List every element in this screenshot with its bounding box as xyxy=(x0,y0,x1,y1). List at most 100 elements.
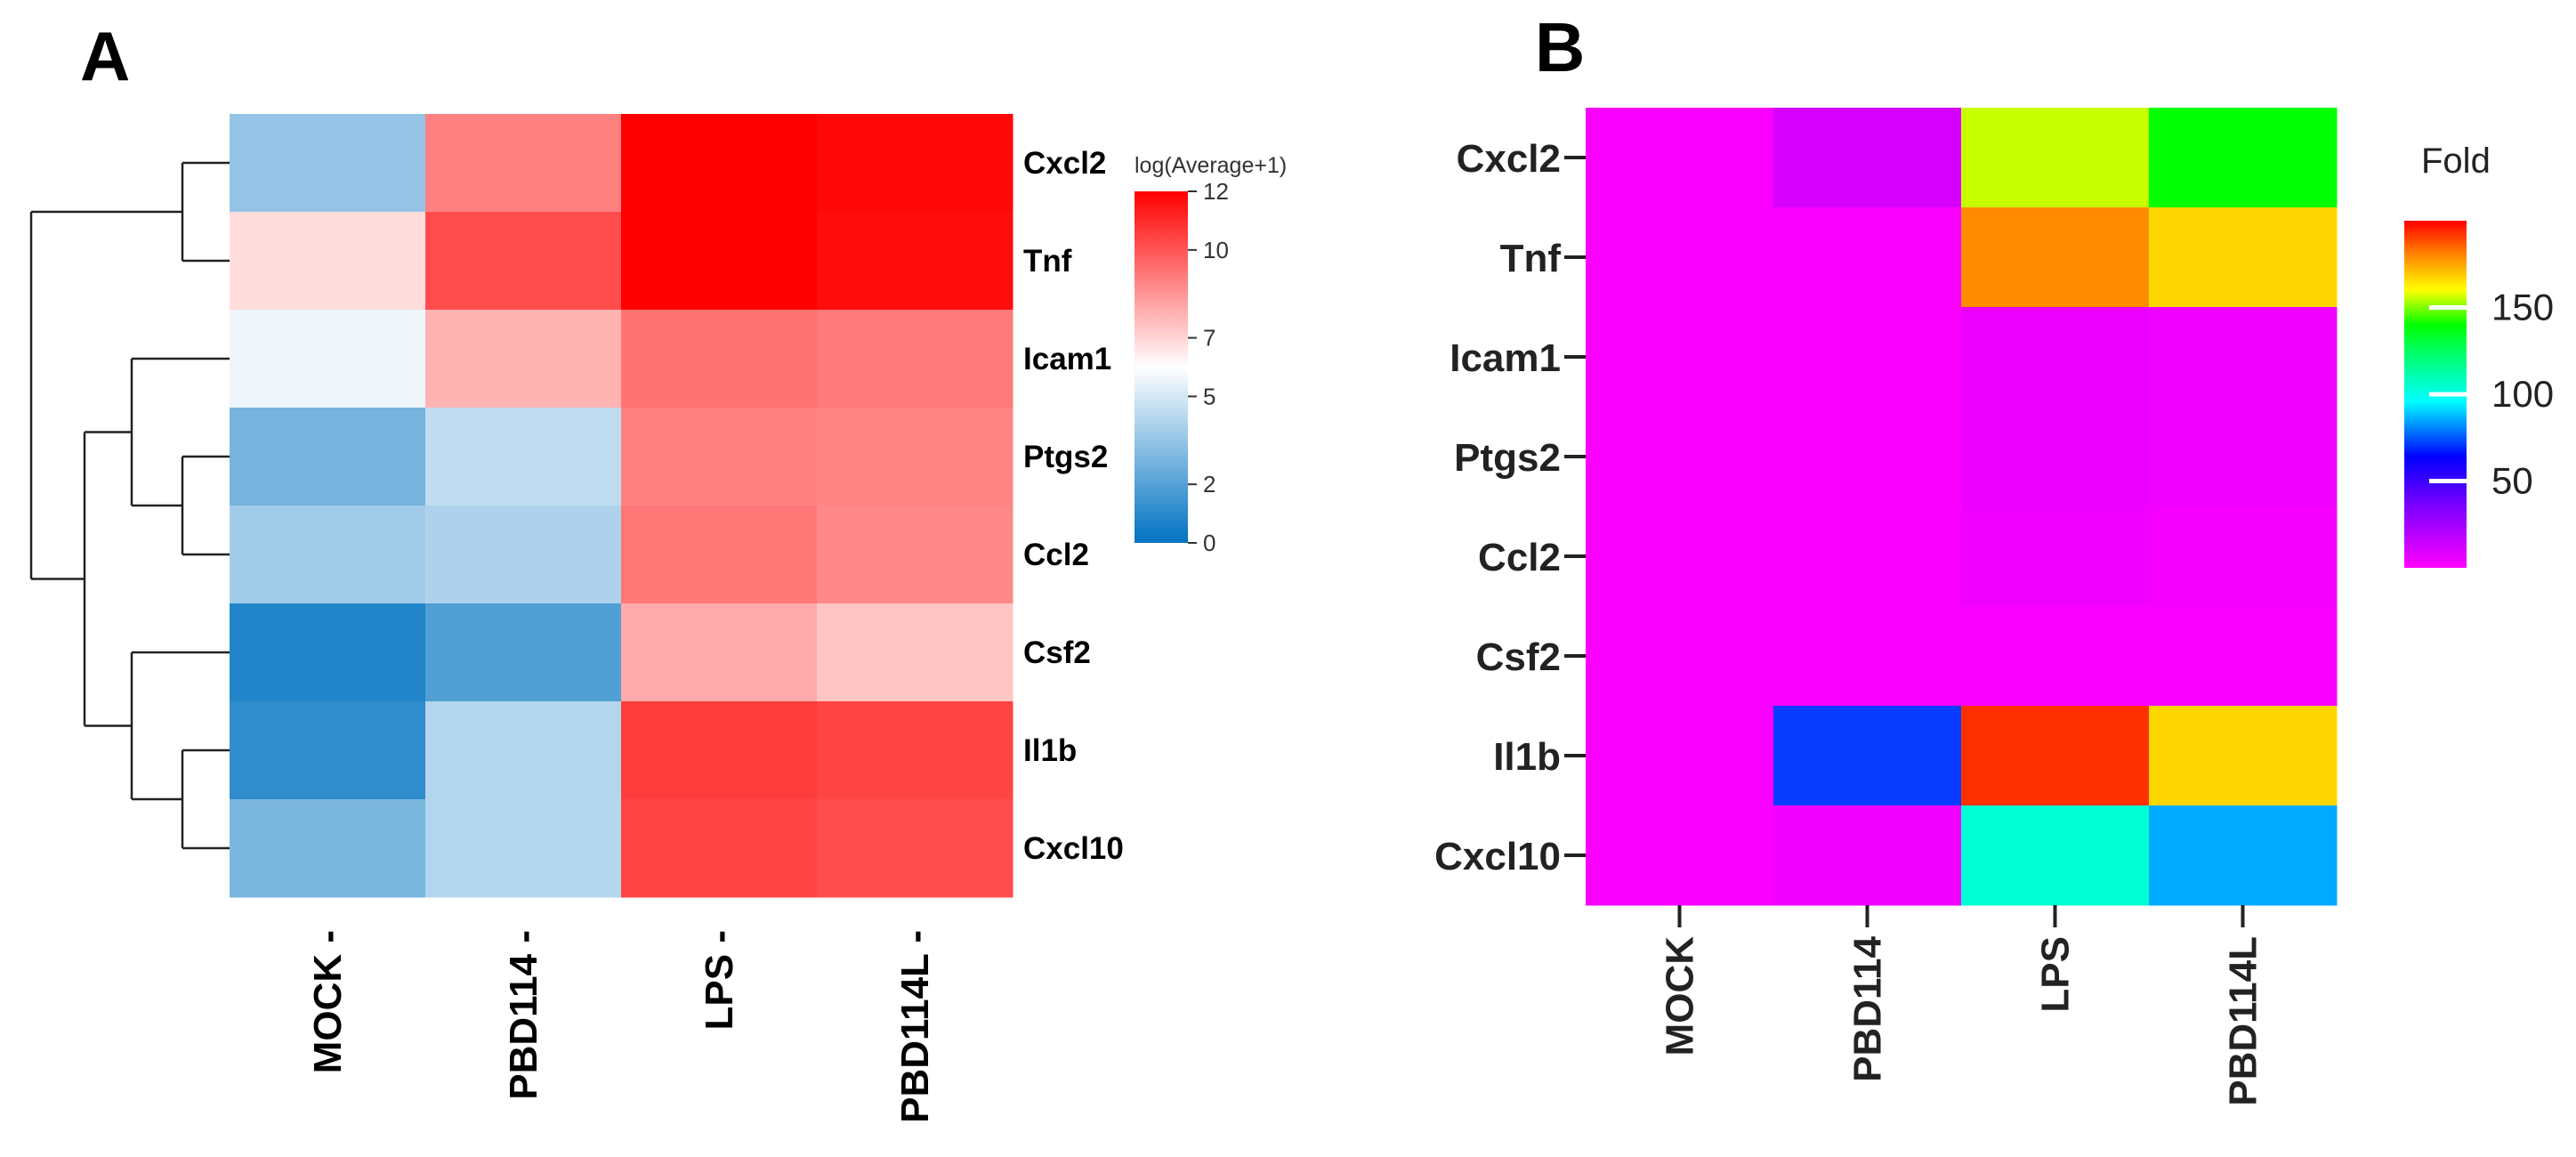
heatmap-b-cell-ptgs2-pbd114 xyxy=(1773,407,1962,507)
heatmap-a-cell-icam1-mock xyxy=(230,310,426,409)
heatmap-a-cell-il1b-lps xyxy=(621,701,818,800)
gene-label-b-il1b: Il1b xyxy=(1493,735,1561,779)
heatmap-b-cell-ccl2-lps xyxy=(1961,506,2150,607)
heatmap-a-cell-ptgs2-pbd114 xyxy=(425,408,622,506)
heatmap-b-cell-ccl2-mock xyxy=(1586,506,1774,607)
gene-label-a-ccl2: Ccl2 xyxy=(1023,538,1089,572)
heatmap-b-cell-ccl2-pbd114l xyxy=(2149,506,2338,607)
heatmap-a-cell-ccl2-pbd114 xyxy=(425,506,622,604)
heatmap-b-cell-cxcl10-lps xyxy=(1961,805,2150,906)
gene-label-a-icam1: Icam1 xyxy=(1023,342,1111,376)
gene-label-b-tnf: Tnf xyxy=(1500,237,1562,280)
heatmap-a-cell-icam1-lps xyxy=(621,310,818,409)
legend-a-ticks: 12 10 7 5 2 0 xyxy=(1188,178,1229,556)
heatmap-a-cell-cxcl10-mock xyxy=(230,799,426,898)
heatmap-a-cell-cxcl10-pbd114l xyxy=(817,799,1013,898)
heatmap-a-cell-il1b-pbd114l xyxy=(817,701,1013,800)
heatmap-b-cell-ptgs2-mock xyxy=(1586,407,1774,507)
legend-b-tick-label: 50 xyxy=(2491,460,2533,502)
heatmap-a-cell-csf2-pbd114 xyxy=(425,603,622,702)
heatmap-b-cell-ptgs2-lps xyxy=(1961,407,2150,507)
heatmap-a-cell-icam1-pbd114 xyxy=(425,310,622,409)
gene-label-b-cxcl10: Cxcl10 xyxy=(1434,835,1561,878)
heatmap-b-cell-il1b-mock xyxy=(1586,706,1774,806)
heatmap-a-cell-cxcl10-lps xyxy=(621,799,818,898)
heatmap-b-cell-cxcl10-pbd114l xyxy=(2149,805,2338,906)
legend-b-title: Fold xyxy=(2421,142,2491,181)
heatmap-b-cell-csf2-pbd114 xyxy=(1773,606,1962,707)
heatmap-a-cell-csf2-mock xyxy=(230,603,426,702)
heatmap-a-cell-tnf-pbd114 xyxy=(425,212,622,311)
condition-labels-b: MOCK PBD114 LPS PBD114L xyxy=(1659,905,2265,1106)
gene-labels-a: Cxcl2 Tnf Icam1 Ptgs2 Ccl2 Csf2 Il1b Cxcl10 xyxy=(1023,146,1124,866)
heatmap-b-cell-cxcl10-mock xyxy=(1586,805,1774,906)
heatmap-a-cell-cxcl2-pbd114 xyxy=(425,114,622,213)
heatmap-a-cell-cxcl10-pbd114 xyxy=(425,799,622,898)
heatmap-b-cell-tnf-mock xyxy=(1586,207,1774,308)
heatmap-b: Cxcl2 Tnf Icam1 Ptgs2 Ccl2 Csf2 Il1b Cxcl10 MOC… xyxy=(1434,108,2554,1106)
heatmap-a-cell-icam1-pbd114l xyxy=(817,310,1013,409)
condition-label-a-mock: MOCK - xyxy=(306,930,350,1073)
condition-label-b-pbd114: PBD114 xyxy=(1846,935,1890,1081)
heatmap-a-cell-tnf-lps xyxy=(621,212,818,311)
heatmap-b-cell-icam1-pbd114 xyxy=(1773,307,1962,408)
heatmap-b-cell-icam1-mock xyxy=(1586,307,1774,408)
legend-b: Fold 150 100 50 xyxy=(2404,142,2554,568)
heatmap-b-cell-tnf-lps xyxy=(1961,207,2150,308)
gene-label-a-csf2: Csf2 xyxy=(1023,635,1091,670)
panel-letter-b: B xyxy=(1535,8,1585,86)
heatmap-b-cells xyxy=(1586,108,2338,906)
legend-a-tick-label: 7 xyxy=(1203,325,1215,352)
gene-labels-b: Cxcl2 Tnf Icam1 Ptgs2 Ccl2 Csf2 Il1b Cxcl10 xyxy=(1434,137,1586,878)
heatmap-b-cell-il1b-lps xyxy=(1961,706,2150,806)
heatmap-b-cell-il1b-pbd114l xyxy=(2149,706,2338,806)
gene-label-b-ccl2: Ccl2 xyxy=(1478,536,1561,579)
gene-label-a-cxcl10: Cxcl10 xyxy=(1023,831,1124,866)
heatmap-b-cell-csf2-mock xyxy=(1586,606,1774,707)
gene-label-b-ptgs2: Ptgs2 xyxy=(1454,436,1561,480)
heatmap-a-cells xyxy=(230,114,1013,898)
heatmap-a-cell-ccl2-pbd114l xyxy=(817,506,1013,604)
heatmap-a-cell-csf2-pbd114l xyxy=(817,603,1013,702)
heatmap-b-cell-ccl2-pbd114 xyxy=(1773,506,1962,607)
heatmap-a-cell-ptgs2-mock xyxy=(230,408,426,506)
heatmap-b-cell-ptgs2-pbd114l xyxy=(2149,407,2338,507)
condition-label-b-pbd114l: PBD114L xyxy=(2222,936,2265,1106)
heatmap-a-cell-il1b-pbd114 xyxy=(425,701,622,800)
heatmap-a-cell-cxcl2-mock xyxy=(230,114,426,213)
heatmap-b-cell-tnf-pbd114 xyxy=(1773,207,1962,308)
heatmap-a-cell-ptgs2-pbd114l xyxy=(817,408,1013,506)
heatmap-b-cell-cxcl2-lps xyxy=(1961,108,2150,208)
heatmap-a-cell-csf2-lps xyxy=(621,603,818,702)
heatmap-b-cell-cxcl2-pbd114 xyxy=(1773,108,1962,208)
heatmap-a-cell-il1b-mock xyxy=(230,701,426,800)
condition-label-b-mock: MOCK xyxy=(1659,936,1702,1056)
legend-a-tick-label: 2 xyxy=(1203,471,1215,498)
gene-label-a-tnf: Tnf xyxy=(1023,244,1072,279)
legend-b-tick-label: 150 xyxy=(2491,287,2554,328)
heatmap-a-cell-ccl2-lps xyxy=(621,506,818,604)
legend-b-ticks: 150 100 50 xyxy=(2429,287,2554,502)
gene-label-b-csf2: Csf2 xyxy=(1476,635,1561,679)
heatmap-b-cell-icam1-lps xyxy=(1961,307,2150,408)
gene-label-a-cxcl2: Cxcl2 xyxy=(1023,146,1106,181)
heatmap-a-cell-tnf-pbd114l xyxy=(817,212,1013,311)
gene-label-a-il1b: Il1b xyxy=(1023,733,1077,768)
heatmap-b-cell-csf2-pbd114l xyxy=(2149,606,2338,707)
heatmap-b-cell-cxcl2-pbd114l xyxy=(2149,108,2338,208)
condition-label-a-lps: LPS - xyxy=(698,930,741,1030)
heatmap-b-cell-cxcl10-pbd114 xyxy=(1773,805,1962,906)
dendrogram-a xyxy=(29,161,230,850)
condition-labels-a: MOCK - PBD114 - LPS - PBD114L - xyxy=(306,930,937,1123)
legend-a-tick-label: 5 xyxy=(1203,383,1215,409)
gene-label-b-icam1: Icam1 xyxy=(1450,336,1561,380)
heatmap-a-cell-cxcl2-lps xyxy=(621,114,818,213)
heatmap-b-cell-il1b-pbd114 xyxy=(1773,706,1962,806)
panel-letter-a: A xyxy=(80,17,130,95)
heatmap-b-cell-cxcl2-mock xyxy=(1586,108,1774,208)
heatmap-a-cell-ccl2-mock xyxy=(230,506,426,604)
legend-a: log(Average+1) 12 10 7 5 2 0 xyxy=(1135,153,1287,556)
legend-a-tick-label: 12 xyxy=(1203,178,1229,205)
legend-a-title: log(Average+1) xyxy=(1135,153,1287,178)
